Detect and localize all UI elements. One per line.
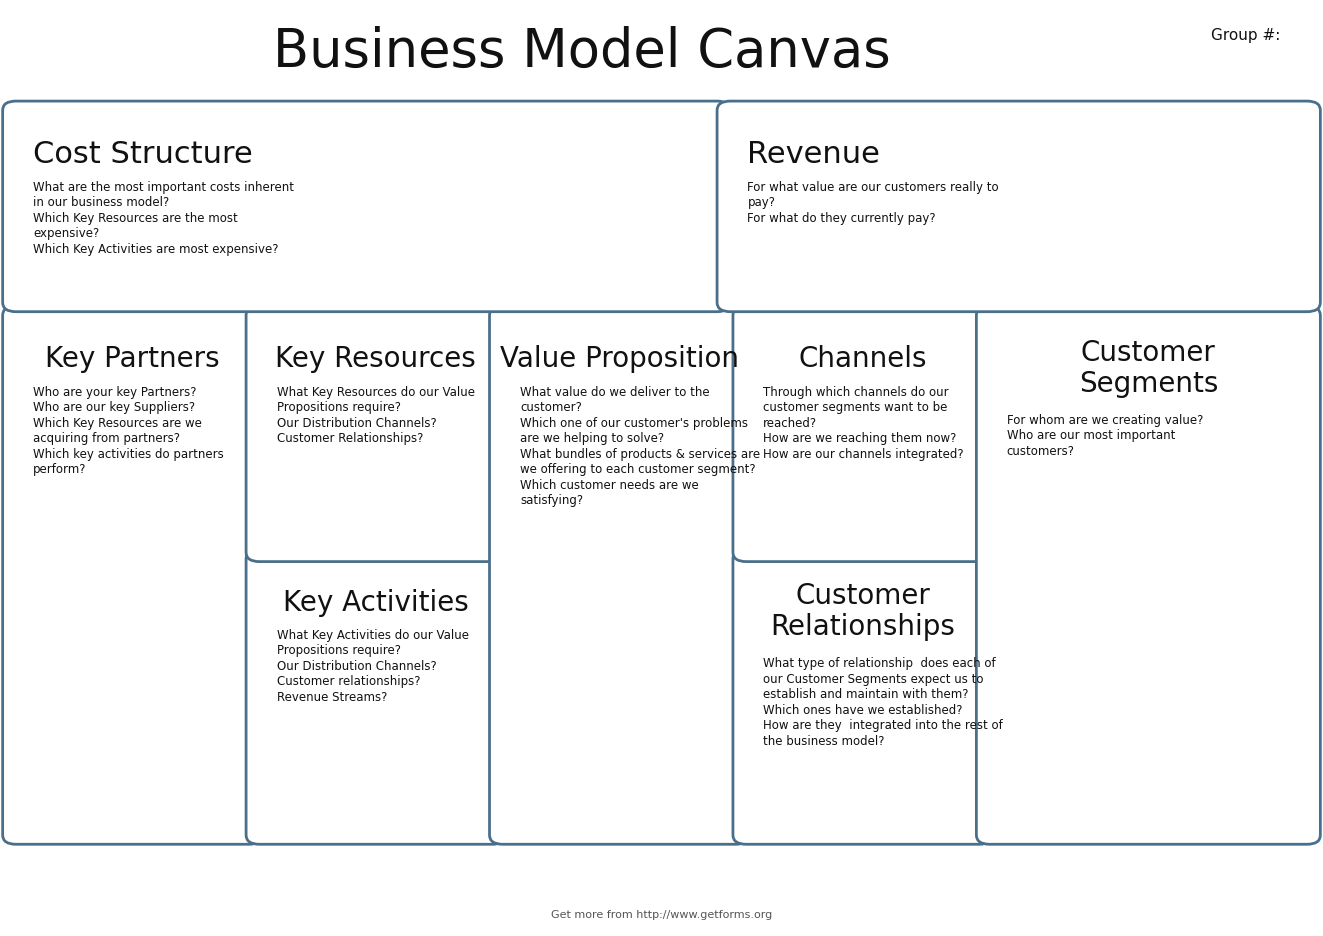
FancyBboxPatch shape <box>733 549 992 844</box>
FancyBboxPatch shape <box>3 306 262 844</box>
FancyBboxPatch shape <box>733 306 992 562</box>
FancyBboxPatch shape <box>976 306 1320 844</box>
Text: Channels: Channels <box>798 345 927 373</box>
Text: Key Activities: Key Activities <box>283 589 468 617</box>
Text: Through which channels do our
customer segments want to be
reached?
How are we r: Through which channels do our customer s… <box>763 386 964 461</box>
Text: What Key Activities do our Value
Propositions require?
Our Distribution Channels: What Key Activities do our Value Proposi… <box>277 629 468 704</box>
Text: Customer
Segments: Customer Segments <box>1078 339 1218 398</box>
FancyBboxPatch shape <box>717 101 1320 312</box>
Text: Group #:: Group #: <box>1211 28 1279 43</box>
Text: Value Proposition: Value Proposition <box>500 345 738 373</box>
Text: Customer
Relationships: Customer Relationships <box>770 582 955 641</box>
Text: What are the most important costs inherent
in our business model?
Which Key Reso: What are the most important costs inhere… <box>33 181 294 256</box>
Text: What value do we deliver to the
customer?
Which one of our customer's problems
a: What value do we deliver to the customer… <box>520 386 761 507</box>
Text: Key Resources: Key Resources <box>275 345 476 373</box>
Text: Get more from http://www.getforms.org: Get more from http://www.getforms.org <box>550 911 773 920</box>
Text: Who are your key Partners?
Who are our key Suppliers?
Which Key Resources are we: Who are your key Partners? Who are our k… <box>33 386 224 476</box>
Text: What Key Resources do our Value
Propositions require?
Our Distribution Channels?: What Key Resources do our Value Proposit… <box>277 386 475 446</box>
FancyBboxPatch shape <box>3 101 730 312</box>
FancyBboxPatch shape <box>246 306 505 562</box>
Text: Key Partners: Key Partners <box>45 345 220 373</box>
Text: Revenue: Revenue <box>747 140 880 169</box>
Text: For what value are our customers really to
pay?
For what do they currently pay?: For what value are our customers really … <box>747 181 999 225</box>
FancyBboxPatch shape <box>490 306 749 844</box>
FancyBboxPatch shape <box>246 549 505 844</box>
Text: Cost Structure: Cost Structure <box>33 140 253 169</box>
Text: For whom are we creating value?
Who are our most important
customers?: For whom are we creating value? Who are … <box>1007 414 1203 458</box>
Text: What type of relationship  does each of
our Customer Segments expect us to
estab: What type of relationship does each of o… <box>763 657 1003 748</box>
Text: Business Model Canvas: Business Model Canvas <box>274 25 890 78</box>
